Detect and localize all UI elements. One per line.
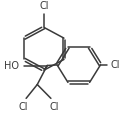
Text: Cl: Cl [111,60,121,70]
Text: Cl: Cl [39,1,49,11]
Text: Cl: Cl [49,102,59,112]
Text: HO: HO [4,61,19,71]
Text: Cl: Cl [18,102,28,112]
